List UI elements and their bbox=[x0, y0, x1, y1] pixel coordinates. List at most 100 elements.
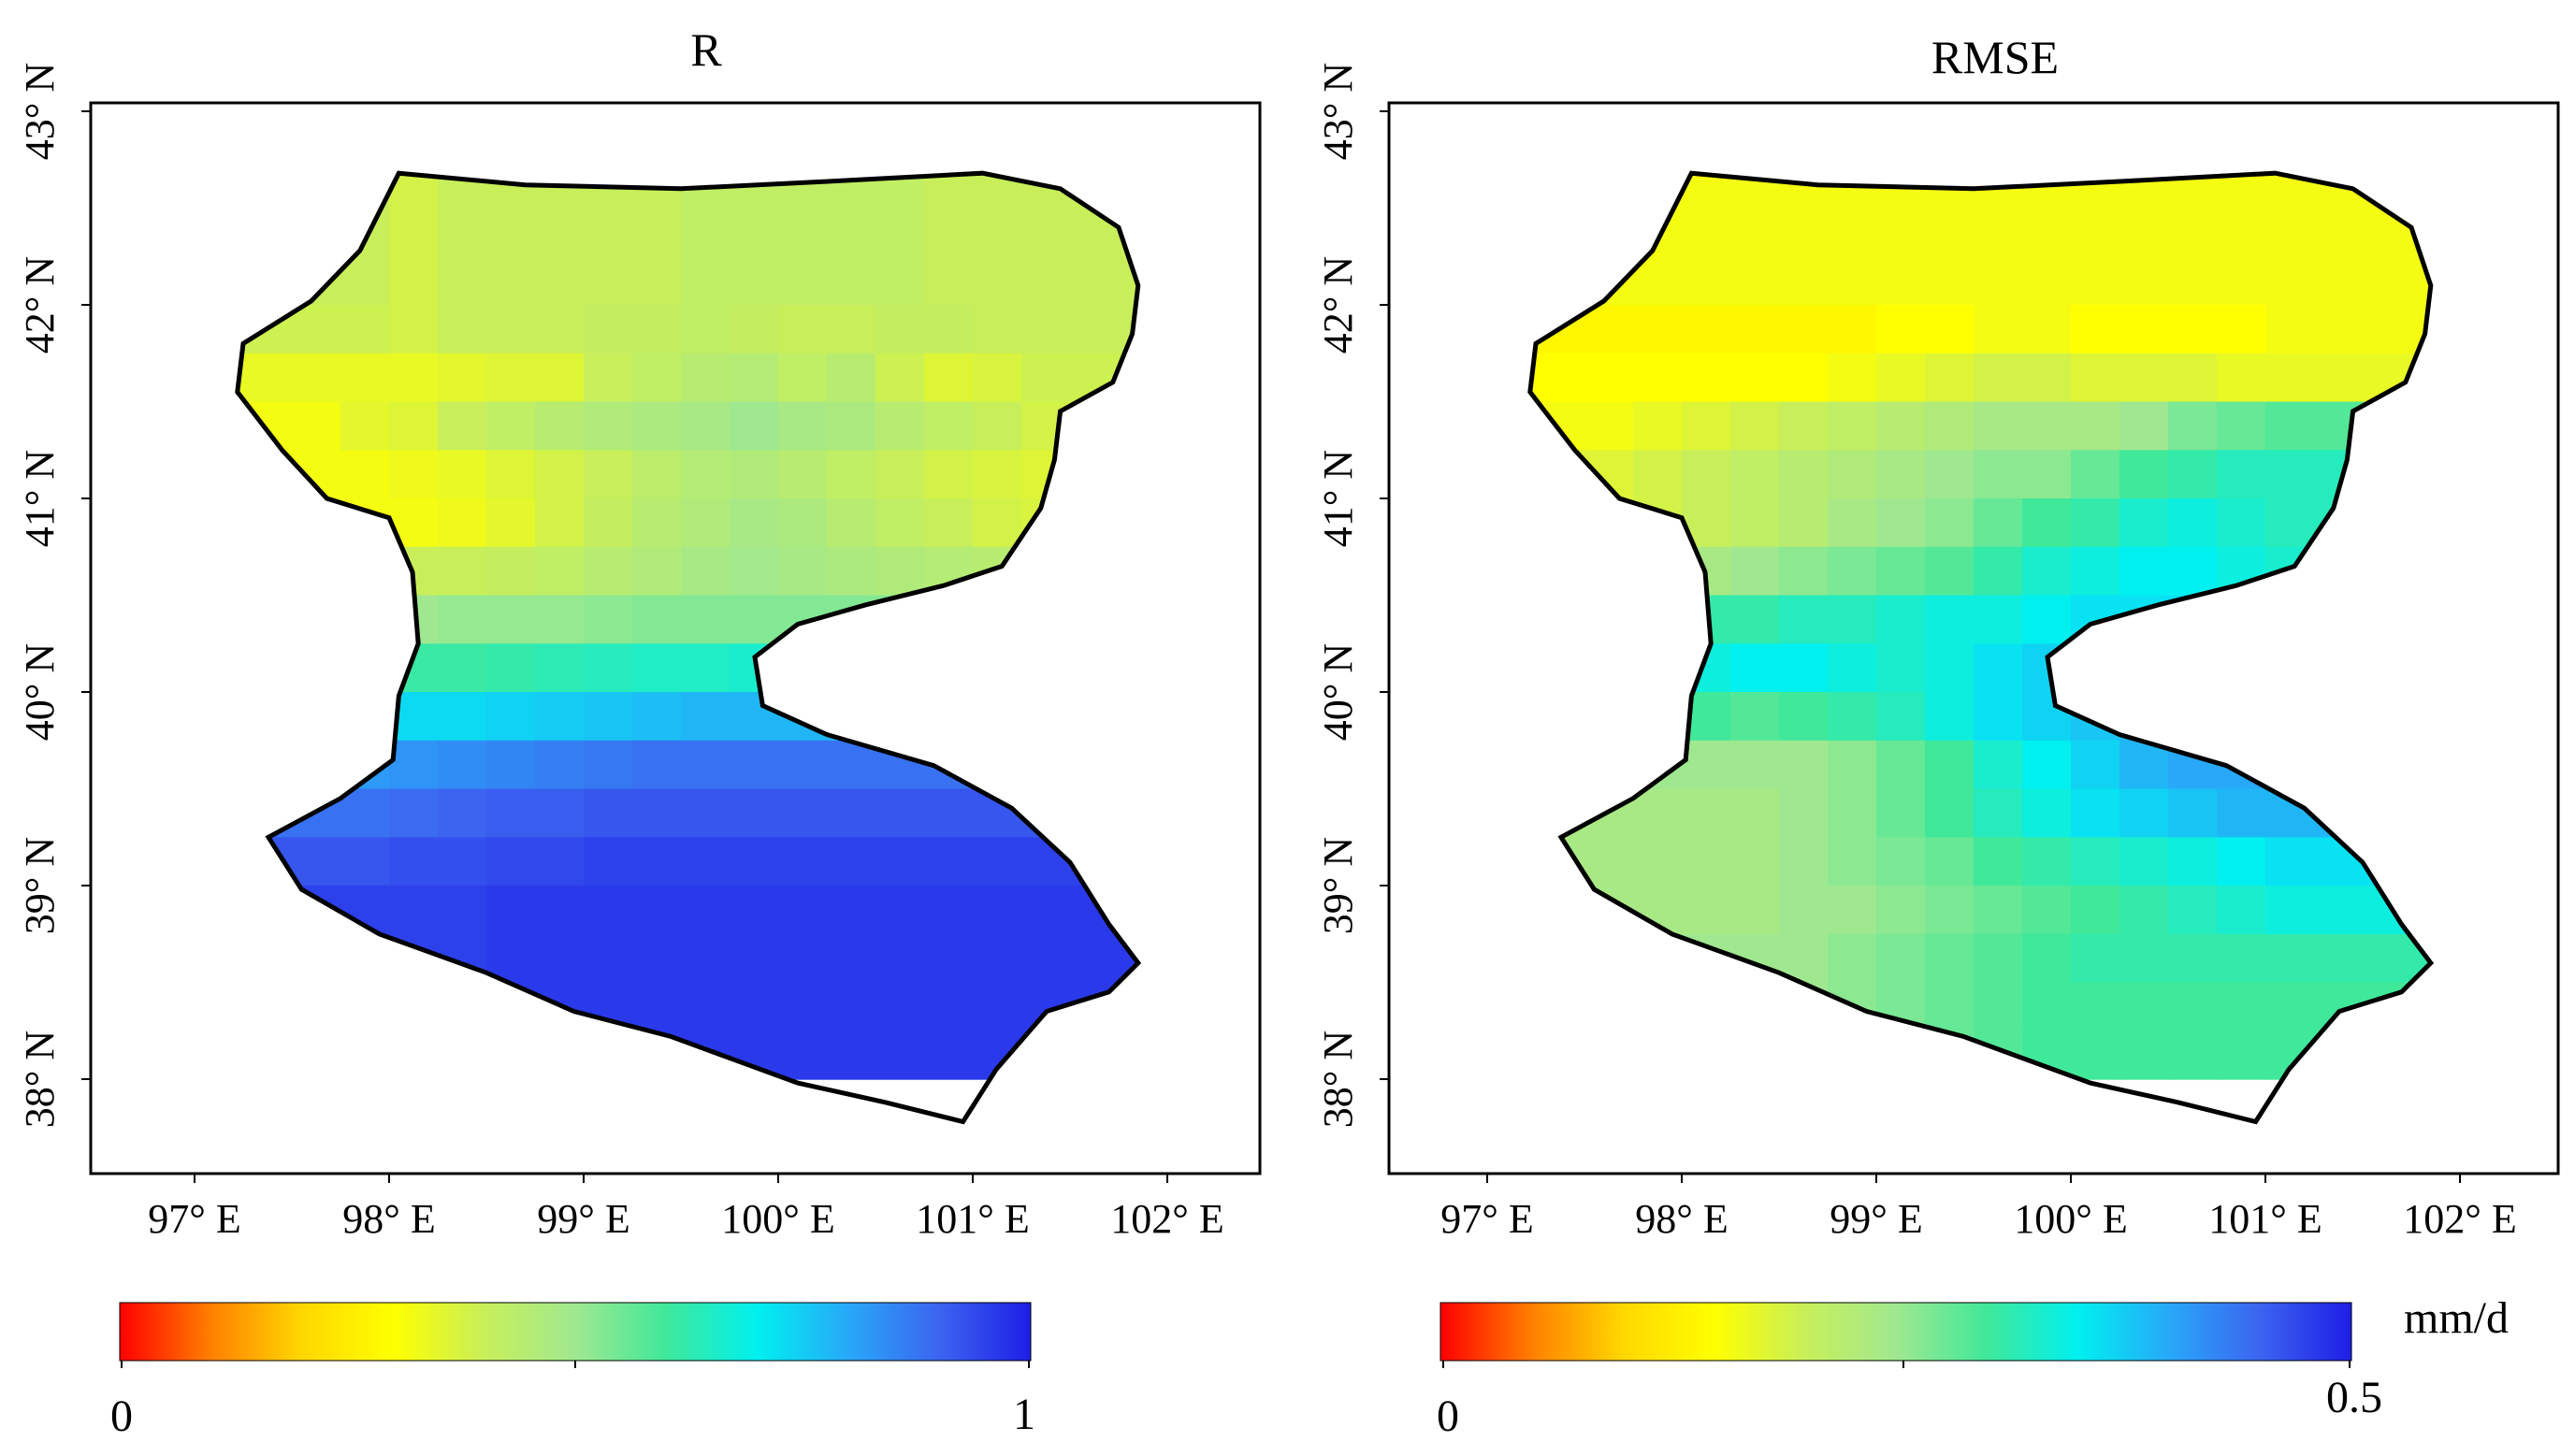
grid-cell bbox=[730, 740, 779, 790]
grid-cell bbox=[778, 305, 828, 354]
grid-cell bbox=[2411, 886, 2431, 935]
grid-cell bbox=[2217, 401, 2266, 451]
grid-cell bbox=[584, 692, 633, 742]
grid-cell bbox=[1682, 256, 1731, 306]
colorbar-rmse-unit: mm/d bbox=[2404, 1293, 2509, 1343]
grid-cell bbox=[1536, 692, 1585, 742]
grid-cell bbox=[146, 983, 195, 1031]
grid-cell bbox=[2119, 450, 2169, 499]
grid-cell bbox=[2217, 353, 2266, 403]
grid-cell bbox=[1876, 933, 1926, 984]
grid-cell bbox=[1021, 740, 1071, 790]
lat-tick-label: 41° N bbox=[17, 450, 63, 547]
grid-cell bbox=[2411, 1031, 2431, 1080]
grid-cell bbox=[1828, 353, 1877, 403]
grid-cell bbox=[827, 692, 876, 742]
map-title-r: R bbox=[690, 23, 722, 76]
grid-cell bbox=[875, 173, 925, 209]
grid-cell bbox=[1925, 208, 1975, 257]
grid-cell bbox=[1536, 886, 1585, 935]
grid-cell bbox=[2217, 498, 2266, 548]
grid-cell bbox=[2022, 643, 2072, 693]
grid-cell bbox=[973, 305, 1022, 354]
grid-cell bbox=[97, 256, 147, 305]
grid-cell bbox=[632, 886, 682, 935]
grid-cell bbox=[2168, 305, 2218, 354]
grid-cell bbox=[1529, 740, 1537, 790]
grid-cell bbox=[1828, 837, 1877, 887]
grid-cell bbox=[875, 305, 925, 354]
colorbar-r-max-label: 1 bbox=[1013, 1390, 1035, 1439]
grid-cell bbox=[1119, 595, 1138, 644]
grid-cell bbox=[1682, 740, 1731, 790]
grid-cell bbox=[1779, 401, 1829, 451]
grid-cell bbox=[237, 933, 244, 984]
grid-cell bbox=[924, 886, 974, 935]
grid-cell bbox=[438, 692, 487, 742]
grid-cell bbox=[146, 209, 195, 257]
grid-cell bbox=[2265, 595, 2315, 644]
grid-cell bbox=[1536, 546, 1585, 597]
grid-cell bbox=[1021, 208, 1071, 257]
lon-tick-label: 100° E bbox=[721, 1196, 834, 1242]
grid-cell bbox=[243, 982, 293, 1031]
grid-cell bbox=[1119, 1031, 1138, 1080]
grid-cell bbox=[340, 546, 390, 597]
grid-cell bbox=[2363, 595, 2412, 644]
map-frame-r bbox=[89, 101, 1262, 1175]
grid-cell bbox=[1536, 740, 1585, 790]
grid-cell bbox=[2314, 740, 2364, 790]
grid-cell bbox=[632, 643, 682, 693]
grid-cell bbox=[973, 837, 1022, 887]
grid-cell bbox=[1390, 498, 1439, 547]
grid-cell bbox=[486, 305, 536, 354]
grid-cell bbox=[1682, 208, 1731, 257]
grid-cell bbox=[1536, 450, 1585, 499]
grid-cell bbox=[1119, 401, 1138, 451]
grid-cell bbox=[535, 305, 585, 354]
grid-cell bbox=[340, 982, 390, 1031]
grid-cell bbox=[2071, 982, 2120, 1031]
grid-cell bbox=[2071, 450, 2120, 499]
grid-cell bbox=[2022, 208, 2072, 257]
grid-cell bbox=[1390, 353, 1439, 402]
grid-cell bbox=[1925, 546, 1975, 597]
grid-cell bbox=[584, 740, 633, 790]
grid-cell bbox=[1439, 547, 1488, 596]
grid-cell bbox=[778, 208, 828, 257]
grid-cell bbox=[535, 788, 585, 838]
grid-cell bbox=[1925, 837, 1975, 887]
grid-cell bbox=[486, 788, 536, 838]
grid-cell bbox=[1633, 692, 1683, 742]
grid-cell bbox=[778, 1031, 828, 1080]
grid-cell bbox=[827, 305, 876, 354]
grid-cell bbox=[97, 160, 147, 209]
grid-cell bbox=[1633, 982, 1683, 1031]
grid-cell bbox=[2265, 1031, 2315, 1080]
grid-cell bbox=[827, 353, 876, 403]
grid-cell bbox=[1828, 498, 1877, 548]
grid-cell bbox=[2411, 546, 2431, 597]
grid-cell bbox=[1536, 256, 1585, 306]
grid-cell bbox=[1536, 643, 1585, 693]
grid-cell bbox=[2217, 595, 2266, 644]
grid-cell bbox=[2363, 256, 2412, 306]
grid-cell bbox=[681, 982, 731, 1031]
grid-cell bbox=[1779, 546, 1829, 597]
grid-cell bbox=[2119, 837, 2169, 887]
grid-cell bbox=[340, 450, 390, 499]
grid-cell bbox=[486, 1031, 536, 1080]
grid-cell bbox=[1021, 886, 1071, 935]
grid-cell bbox=[1584, 1031, 1634, 1080]
grid-cell bbox=[778, 643, 828, 693]
grid-cell bbox=[2363, 740, 2412, 790]
grid-cell bbox=[1682, 1031, 1731, 1080]
grid-cell bbox=[1876, 305, 1926, 354]
grid-cell bbox=[1119, 643, 1138, 693]
grid-cell bbox=[2119, 933, 2169, 984]
grid-cell bbox=[1925, 353, 1975, 403]
grid-cell bbox=[973, 595, 1022, 644]
grid-cell bbox=[1876, 498, 1926, 548]
grid-cell bbox=[1828, 788, 1877, 838]
grid-cell bbox=[924, 1031, 974, 1080]
